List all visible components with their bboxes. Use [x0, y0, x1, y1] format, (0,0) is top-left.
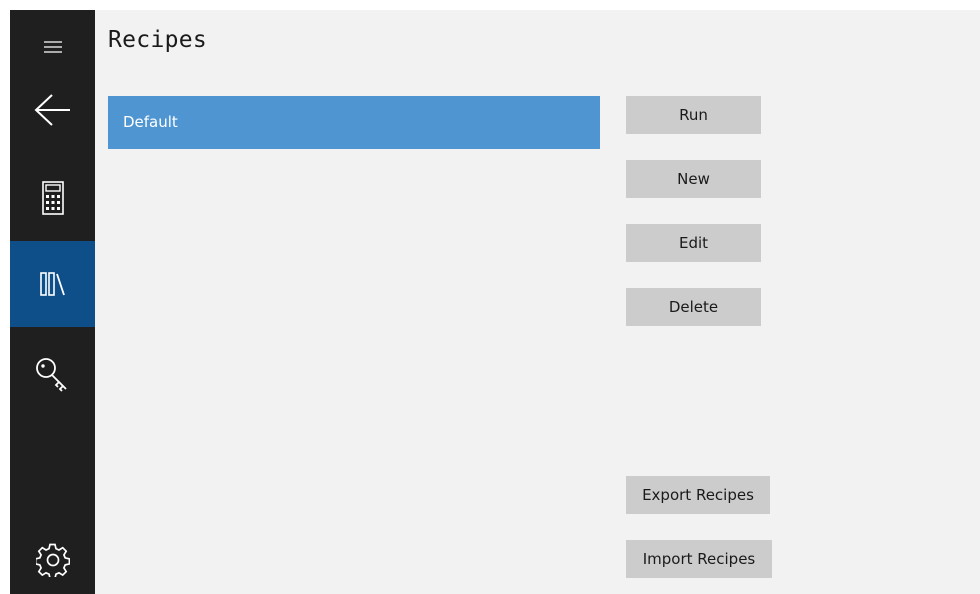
recipe-list-item[interactable]: Default [108, 96, 600, 149]
page-title: Recipes [108, 27, 208, 53]
settings-nav-button[interactable] [10, 532, 95, 588]
app-window: Recipes Default Run New Edit Delete Expo… [10, 10, 980, 594]
calculator-nav-button[interactable] [10, 166, 95, 230]
import-recipes-button[interactable]: Import Recipes [626, 540, 772, 578]
library-icon [39, 272, 65, 296]
edit-button[interactable]: Edit [626, 224, 761, 262]
hamburger-icon [43, 41, 62, 53]
back-arrow-icon [34, 93, 70, 126]
hamburger-menu-button[interactable] [10, 22, 95, 72]
back-button[interactable] [10, 82, 95, 137]
calculator-icon [41, 181, 64, 215]
key-icon [35, 358, 67, 392]
keys-nav-button[interactable] [10, 342, 95, 408]
run-button[interactable]: Run [626, 96, 761, 134]
sidebar [10, 10, 95, 594]
export-recipes-button[interactable]: Export Recipes [626, 476, 770, 514]
gear-icon [35, 543, 70, 577]
new-button[interactable]: New [626, 160, 761, 198]
recipe-list[interactable]: Default [108, 96, 600, 149]
delete-button[interactable]: Delete [626, 288, 761, 326]
recipes-nav-button[interactable] [10, 241, 95, 327]
